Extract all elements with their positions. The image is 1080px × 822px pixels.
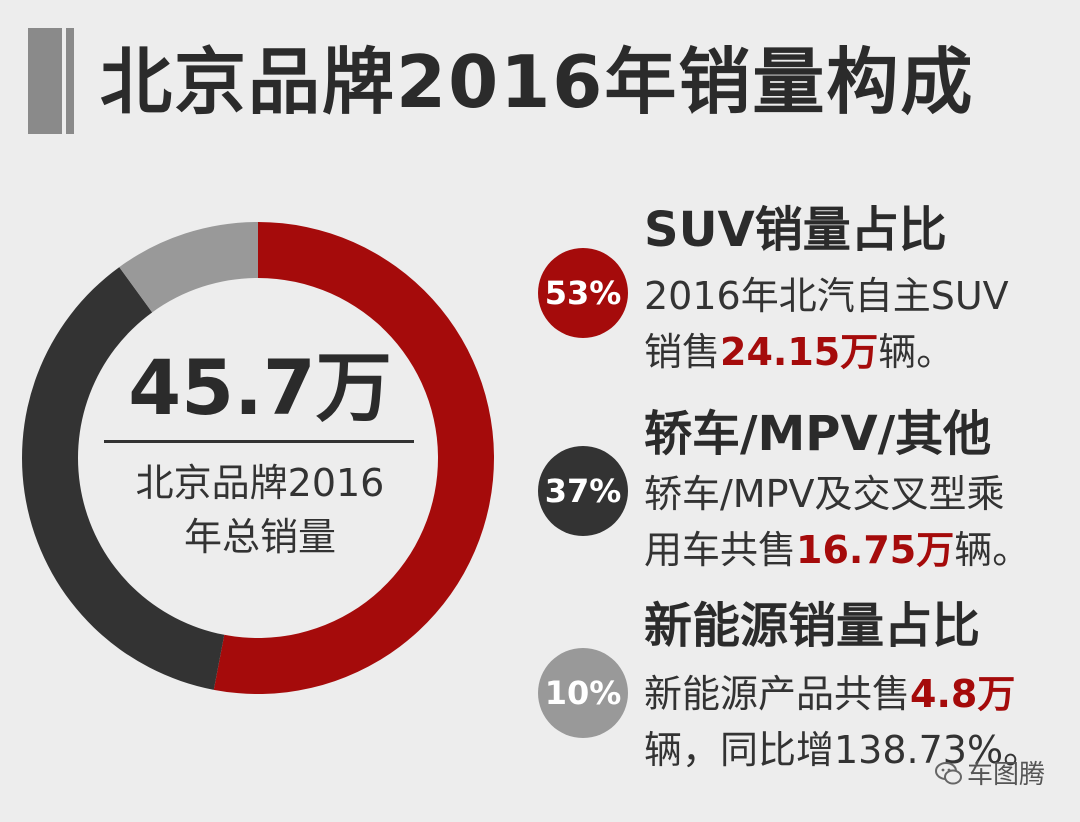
desc-nev: 新能源产品共售4.8万 辆，同比增138.73%。 [644,666,1074,778]
heading-sedan-mpv: 轿车/MPV/其他 [644,406,992,462]
donut-center-total: 45.7万 [128,343,392,432]
title-accent-bar [28,28,74,134]
desc-suv-line2-pre: 销售 [644,330,721,374]
desc-suv-highlight: 24.15万 [720,330,879,374]
desc-suv-line2-post: 辆。 [878,330,955,374]
donut-center-caption-line2: 年总销量 [183,515,336,559]
wechat-icon [935,762,962,785]
donut-slice-nev [119,222,258,313]
donut-slice-sedan-mpv [22,267,225,690]
page-title: 北京品牌2016年销量构成 [100,40,975,124]
badge-nev: 10% [538,648,628,738]
title-accent-block [28,28,62,134]
badge-sedan-mpv: 37% [538,446,628,536]
donut-center-caption: 北京品牌2016 年总销量 [105,456,415,564]
donut-center-caption-line1: 北京品牌2016 [135,461,385,505]
watermark-text: 车图腾 [967,760,1046,790]
title-accent-stripe [66,28,74,134]
desc-suv-line2: 销售24.15万辆。 [644,324,1074,380]
badge-suv: 53% [538,248,628,338]
desc-nev-highlight: 4.8万 [910,672,1016,716]
donut-slice-suv [213,222,495,694]
desc-sedan-mpv: 轿车/MPV及交叉型乘 用车共售16.75万辆。 [644,466,1074,578]
desc-suv-line1: 2016年北汽自主SUV [644,274,1009,318]
desc-nev-line2: 辆，同比增138.73%。 [644,728,1042,772]
desc-nev-line1-pre: 新能源产品共售 [644,672,911,716]
desc-sedan-mpv-line1: 轿车/MPV及交叉型乘 [644,472,1005,516]
donut-center-divider [104,440,414,443]
donut-chart [22,222,495,694]
desc-nev-line1: 新能源产品共售4.8万 [644,666,1074,722]
desc-sedan-mpv-highlight: 16.75万 [796,528,955,572]
heading-nev: 新能源销量占比 [644,598,981,654]
desc-sedan-mpv-line2-pre: 用车共售 [644,528,797,572]
heading-suv: SUV销量占比 [644,202,947,258]
desc-sedan-mpv-line2-post: 辆。 [954,528,1031,572]
desc-sedan-mpv-line2: 用车共售16.75万辆。 [644,522,1074,578]
desc-suv: 2016年北汽自主SUV 销售24.15万辆。 [644,268,1074,380]
